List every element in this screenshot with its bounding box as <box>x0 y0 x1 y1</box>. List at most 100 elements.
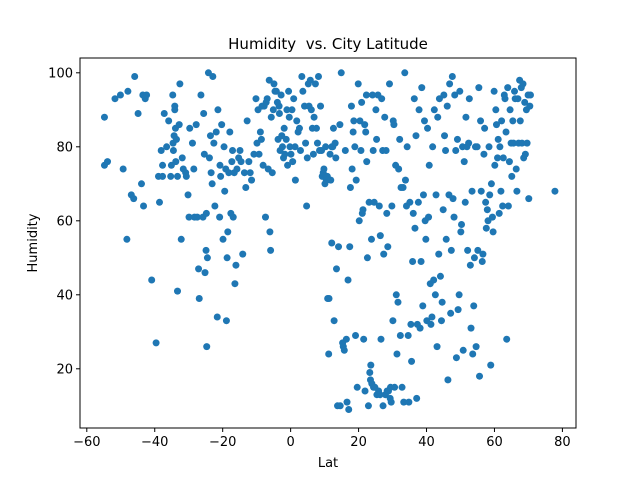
data-point <box>516 117 524 125</box>
data-point <box>123 235 131 243</box>
data-point <box>289 158 297 166</box>
data-point <box>111 95 119 103</box>
data-point <box>376 232 384 240</box>
data-point <box>416 324 424 332</box>
data-point <box>473 143 481 151</box>
data-point <box>446 80 454 88</box>
data-point <box>452 354 460 362</box>
x-axis-ticks: −60 −40 −20 0 20 40 60 80 <box>73 428 571 450</box>
data-point <box>207 169 215 177</box>
data-point <box>178 154 186 162</box>
y-tick-label: 20 <box>56 362 73 377</box>
data-point <box>447 309 455 317</box>
data-point <box>419 191 427 199</box>
data-point <box>287 150 295 158</box>
data-point <box>344 276 352 284</box>
data-point <box>341 147 349 154</box>
data-point <box>124 87 132 95</box>
data-point <box>169 91 177 99</box>
data-point <box>202 246 210 254</box>
data-point <box>167 172 175 180</box>
data-point <box>282 135 290 143</box>
data-point <box>185 213 193 221</box>
data-point <box>200 110 208 117</box>
data-point <box>210 139 218 147</box>
y-axis-label: Humidity <box>26 213 41 272</box>
data-point <box>382 147 390 154</box>
data-point <box>394 298 402 306</box>
data-point <box>480 150 488 158</box>
data-point <box>245 158 253 166</box>
data-point <box>494 135 502 143</box>
data-point <box>521 150 529 158</box>
data-point <box>228 158 236 166</box>
data-point <box>205 154 213 162</box>
data-point <box>345 406 353 413</box>
data-point <box>331 139 339 147</box>
data-point <box>256 128 264 136</box>
data-point <box>383 209 391 217</box>
data-point <box>226 128 234 136</box>
data-point <box>328 239 336 247</box>
data-point <box>299 87 307 95</box>
data-point <box>250 150 258 158</box>
data-point <box>303 154 311 162</box>
chart-title: Humidity vs. City Latitude <box>228 35 428 53</box>
data-point <box>119 165 127 173</box>
data-point <box>493 121 500 129</box>
data-point <box>252 95 260 103</box>
data-point <box>410 95 418 103</box>
x-tick-label: 60 <box>486 435 503 450</box>
data-point <box>512 165 520 173</box>
data-point <box>496 143 504 151</box>
data-point <box>285 87 293 95</box>
data-point <box>346 184 354 191</box>
data-point <box>483 206 491 214</box>
plot-area-frame <box>79 57 577 429</box>
data-point <box>163 143 171 151</box>
data-point <box>224 228 232 236</box>
data-point <box>477 117 485 125</box>
data-point <box>104 158 112 166</box>
data-point <box>466 261 474 269</box>
data-point <box>373 135 381 143</box>
data-point <box>203 343 211 351</box>
data-point <box>364 402 372 410</box>
data-point <box>286 143 294 151</box>
data-point <box>508 172 516 180</box>
data-point <box>461 198 469 206</box>
data-point <box>412 132 420 140</box>
data-point <box>288 106 296 114</box>
data-point <box>456 87 464 95</box>
data-point <box>222 317 230 325</box>
data-point <box>369 147 377 154</box>
data-point <box>347 102 355 110</box>
data-point <box>225 169 233 177</box>
data-point <box>281 150 289 158</box>
data-point <box>197 91 205 99</box>
data-point <box>296 147 304 154</box>
data-point <box>130 195 138 203</box>
data-point <box>403 143 411 151</box>
data-point <box>237 158 245 166</box>
data-point <box>165 117 173 125</box>
data-point <box>137 180 145 188</box>
data-point <box>396 332 404 339</box>
x-tick-label: 40 <box>418 435 435 450</box>
data-point <box>509 117 517 125</box>
data-point <box>519 80 527 88</box>
data-point <box>156 198 163 206</box>
data-point <box>265 76 273 84</box>
data-point <box>140 202 148 210</box>
data-point <box>487 180 495 188</box>
data-point <box>408 357 416 365</box>
data-point <box>459 346 467 354</box>
data-point <box>479 250 487 258</box>
data-point <box>325 350 333 358</box>
data-point <box>376 391 384 399</box>
data-point <box>415 106 423 114</box>
data-point <box>377 335 385 343</box>
data-point <box>353 383 361 391</box>
data-point <box>221 187 229 195</box>
